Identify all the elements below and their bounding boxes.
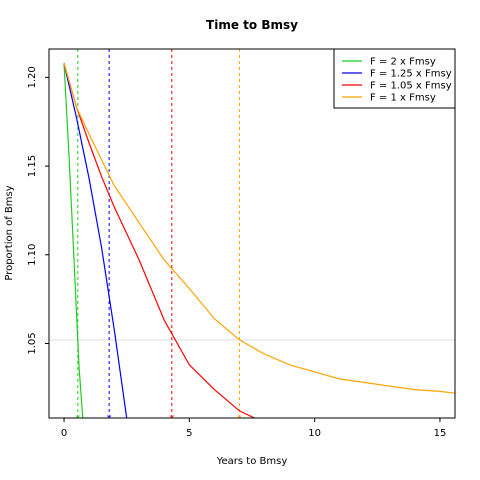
x-axis-label: Years to Bmsy — [216, 456, 288, 467]
plot-series-group: × × × × — [49, 49, 455, 422]
vline-marker-2: × — [168, 413, 175, 422]
x-tick-label-1: 5 — [186, 428, 192, 439]
legend-box — [333, 48, 456, 109]
plot-frame — [48, 48, 456, 419]
series-line-3 — [63, 63, 455, 394]
legend-label-1: F = 1.25 x Fmsy — [370, 69, 452, 80]
legend-label-0: F = 2 x Fmsy — [370, 57, 436, 68]
vline-marker-1: × — [106, 413, 113, 422]
x-tick-label-2: 10 — [308, 428, 321, 439]
vline-marker-0: × — [74, 413, 81, 422]
legend-label-3: F = 1 x Fmsy — [370, 93, 436, 104]
y-axis-label: Proportion of Bmsy — [4, 185, 15, 280]
x-tick-label-0: 0 — [61, 428, 67, 439]
plot-area: × × × × — [49, 49, 455, 422]
y-tick-label-3: 1.20 — [27, 66, 38, 88]
chart-title: Time to Bmsy — [206, 18, 298, 32]
axes: 0 5 10 15 1.05 1.10 1.15 1.20 — [27, 48, 456, 439]
x-tick-label-3: 15 — [434, 428, 447, 439]
y-tick-label-0: 1.05 — [27, 332, 38, 354]
y-tick-label-2: 1.15 — [27, 155, 38, 177]
series-line-1 — [63, 63, 128, 418]
y-tick-label-1: 1.10 — [27, 244, 38, 266]
vline-marker-3: × — [236, 413, 243, 422]
series-line-0 — [63, 63, 84, 418]
series-line-2 — [63, 63, 255, 418]
legend-label-2: F = 1.05 x Fmsy — [370, 81, 452, 92]
